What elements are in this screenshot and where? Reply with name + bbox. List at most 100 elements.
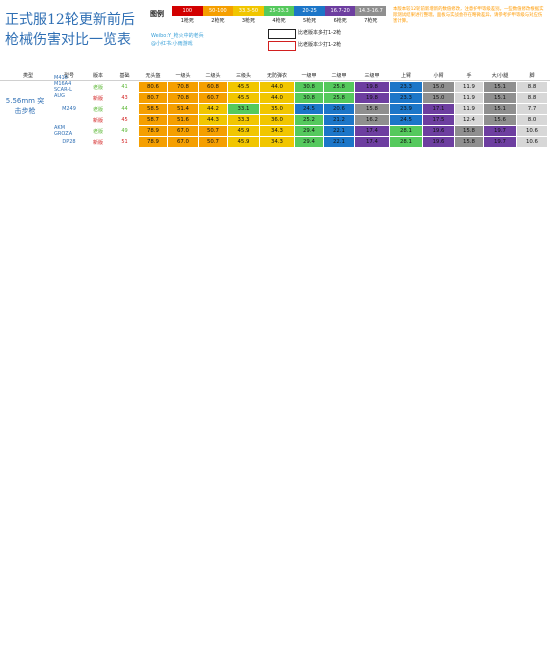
damage-cell: 58.7	[139, 115, 167, 125]
base-damage: 49	[121, 128, 128, 134]
damage-cell: 17.4	[355, 137, 389, 147]
legend-band: 16.7-20	[324, 6, 356, 16]
version-label: 新版	[92, 95, 103, 102]
header-divider	[0, 80, 550, 81]
damage-cell: 80.7	[139, 93, 167, 103]
column-header: 类型	[22, 73, 33, 79]
column-header: 一级头	[175, 73, 191, 79]
legend-band: 25-33.3	[263, 6, 295, 16]
death-label: 6枪死	[333, 18, 347, 24]
damage-cell: 22.1	[324, 137, 354, 147]
weapon-section: 5.56mm 突击步枪 类型 型号 版本 基础 无头盔 一级头 二级头 三级头 无防弹衣 一级甲 二级…	[0, 66, 550, 152]
damage-cell: 45.5	[228, 82, 259, 92]
category-label: 5.56mm 突击步枪	[5, 97, 45, 115]
damage-cell: 23.3	[390, 93, 422, 103]
damage-cell: 67.0	[168, 137, 198, 147]
black-compare-label: 比老版本多打1-2枪	[298, 30, 342, 36]
weapon-name: M249	[62, 106, 76, 112]
watermark-line: @小红书:小雨游戏	[151, 41, 193, 47]
legend-band: 50-100	[202, 6, 234, 16]
base-damage: 43	[121, 95, 128, 101]
damage-cell: 70.8	[168, 93, 198, 103]
damage-cell: 35.0	[260, 104, 294, 114]
damage-cell: 60.7	[199, 93, 227, 103]
legend-strip: 100 50-100 33.3-50 25-33.3 20-25 16.7-20…	[172, 6, 387, 16]
damage-cell: 15.8	[355, 104, 389, 114]
column-header: 上臂	[400, 73, 411, 79]
weapon-name	[54, 93, 84, 103]
column-header: 无防弹衣	[266, 73, 287, 79]
damage-cell: 15.8	[455, 137, 483, 147]
base-damage: 41	[121, 84, 128, 90]
column-header: 版本	[92, 73, 103, 79]
watermark-line: Weibo:Y_枪火中的老兵	[151, 33, 204, 39]
legend-band: 20-25	[294, 6, 325, 16]
base-damage: 45	[121, 117, 128, 123]
legend-deaths: 1枪死 2枪死 3枪死 4枪死 5枪死 6枪死 7枪死	[172, 17, 386, 24]
column-header: 二级头	[205, 73, 221, 79]
damage-cell: 30.8	[295, 82, 323, 92]
damage-cell: 29.4	[295, 126, 323, 136]
death-label: 2枪死	[211, 18, 225, 24]
damage-cell: 15.1	[484, 82, 516, 92]
damage-cell: 24.5	[390, 115, 422, 125]
damage-cell: 20.6	[324, 104, 354, 114]
damage-cell: 45.9	[228, 126, 259, 136]
damage-cell: 21.2	[324, 115, 354, 125]
version-label: 老版	[92, 84, 103, 91]
column-header: 三级甲	[364, 73, 380, 79]
damage-cell: 25.8	[324, 93, 354, 103]
base-damage: 51	[121, 139, 128, 145]
base-damage: 44	[121, 106, 128, 112]
damage-cell: 60.8	[199, 82, 227, 92]
damage-cell: 12.4	[455, 115, 483, 125]
damage-cell: 51.4	[168, 104, 198, 114]
damage-cell: 25.2	[295, 115, 323, 125]
damage-cell: 23.3	[390, 82, 422, 92]
damage-cell: 19.6	[423, 126, 454, 136]
weapon-name: DP28	[62, 139, 76, 145]
damage-cell: 33.1	[228, 104, 259, 114]
damage-cell: 24.5	[295, 104, 323, 114]
damage-cell: 15.0	[423, 93, 454, 103]
version-label: 新版	[92, 139, 103, 146]
death-label: 3枪死	[241, 18, 256, 24]
damage-cell: 8.8	[517, 93, 547, 103]
column-header: 脚	[529, 73, 535, 79]
weapon-name: AKM GROZA	[54, 125, 73, 137]
header: 正式服12轮更新前后 枪械伤害对比一览表 图例 100 50-100 33.3-…	[0, 0, 550, 66]
damage-cell: 67.0	[168, 126, 198, 136]
damage-cell: 25.8	[324, 82, 354, 92]
damage-cell: 50.7	[199, 126, 227, 136]
legend-band: 100	[172, 6, 203, 16]
damage-cell: 19.6	[423, 137, 454, 147]
damage-cell: 16.2	[355, 115, 389, 125]
version-label: 老版	[92, 106, 103, 113]
version-label: 新版	[92, 117, 103, 124]
damage-cell: 17.1	[423, 104, 454, 114]
damage-cell: 58.5	[139, 104, 167, 114]
damage-cell: 8.0	[517, 115, 547, 125]
death-label: 1枪死	[180, 18, 194, 24]
version-label: 老版	[92, 128, 103, 135]
damage-cell: 34.3	[260, 126, 294, 136]
column-header: 一级甲	[301, 73, 317, 79]
legend-label: 图例	[150, 10, 164, 18]
damage-cell: 78.9	[139, 137, 167, 147]
column-header: 小臂	[433, 73, 444, 79]
damage-cell: 11.9	[455, 104, 483, 114]
damage-cell: 19.8	[355, 82, 389, 92]
watermark: Weibo:Y_枪火中的老兵 @小红书:小雨游戏	[151, 32, 204, 48]
damage-cell: 15.1	[484, 104, 516, 114]
damage-cell: 34.3	[260, 137, 294, 147]
damage-cell: 19.8	[355, 93, 389, 103]
damage-cell: 28.1	[390, 126, 422, 136]
weapon-name	[54, 115, 84, 125]
damage-cell: 11.9	[455, 82, 483, 92]
column-header: 大/小腿	[491, 73, 509, 79]
legend-band: 33.3-50	[233, 6, 264, 16]
damage-cell: 44.3	[199, 115, 227, 125]
damage-cell: 28.1	[390, 137, 422, 147]
damage-cell: 15.8	[455, 126, 483, 136]
damage-cell: 15.6	[484, 115, 516, 125]
